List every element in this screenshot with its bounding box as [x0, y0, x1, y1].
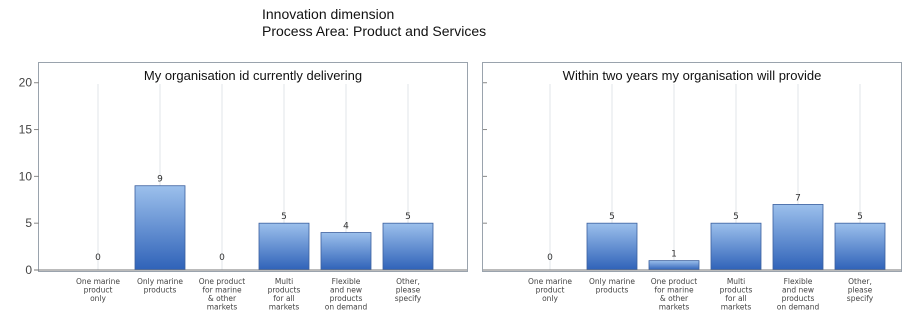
bar	[258, 222, 310, 271]
data-label: 5	[733, 212, 739, 222]
bar	[772, 204, 824, 271]
category-label: Multi products for all markets	[268, 277, 301, 312]
category-label: One marine product only	[76, 277, 120, 303]
chart-panel-two-years: Within two years my organisation will pr…	[482, 62, 902, 272]
data-label: 0	[547, 253, 553, 263]
header-title: Innovation dimension	[262, 6, 395, 22]
y-tick-label: 0	[25, 263, 32, 277]
data-label: 1	[671, 250, 677, 260]
chart-1: 0 One marine product only 5 Only marine produc…	[483, 82, 901, 312]
y-tick-label: 5	[25, 216, 32, 230]
data-label: 4	[343, 222, 349, 232]
bar	[648, 260, 700, 271]
chart-0: 0 5 10 15 20 0 One marine product only 9 Only mari…	[19, 76, 467, 312]
data-label: 0	[219, 253, 225, 263]
chart-title-current: My organisation id currently delivering	[143, 68, 363, 83]
y-tick-label: 10	[19, 169, 33, 183]
bar	[586, 222, 638, 271]
chart-title-two-years: Within two years my organisation will pr…	[562, 68, 822, 83]
category-label: Flexible and new products on demand	[325, 277, 368, 312]
bar	[382, 222, 434, 271]
bar	[834, 222, 886, 271]
category-label: Only marine products	[589, 277, 635, 295]
category-label: One product for marine & other markets	[651, 277, 698, 312]
data-label: 5	[281, 212, 287, 222]
category-label: Only marine products	[137, 277, 183, 295]
y-tick-label: 15	[19, 123, 33, 137]
category-label: Multi products for all markets	[720, 277, 753, 312]
data-label: 7	[795, 193, 801, 203]
data-label: 0	[95, 253, 101, 263]
category-label: Other, please specify	[847, 277, 874, 303]
chart-header: Innovation dimension Process Area: Produ…	[262, 6, 486, 40]
category-label: One marine product only	[528, 277, 572, 303]
bar	[710, 222, 762, 271]
data-label: 5	[857, 212, 863, 222]
data-label: 9	[157, 175, 163, 185]
data-label: 5	[405, 212, 411, 222]
bar	[320, 232, 372, 271]
category-label: Other, please specify	[395, 277, 422, 303]
category-label: Flexible and new products on demand	[777, 277, 820, 312]
category-label: One product for marine & other markets	[199, 277, 246, 312]
bar	[134, 185, 186, 271]
header-subtitle: Process Area: Product and Services	[262, 23, 487, 39]
y-tick-label: 20	[19, 76, 33, 90]
data-label: 5	[609, 212, 615, 222]
